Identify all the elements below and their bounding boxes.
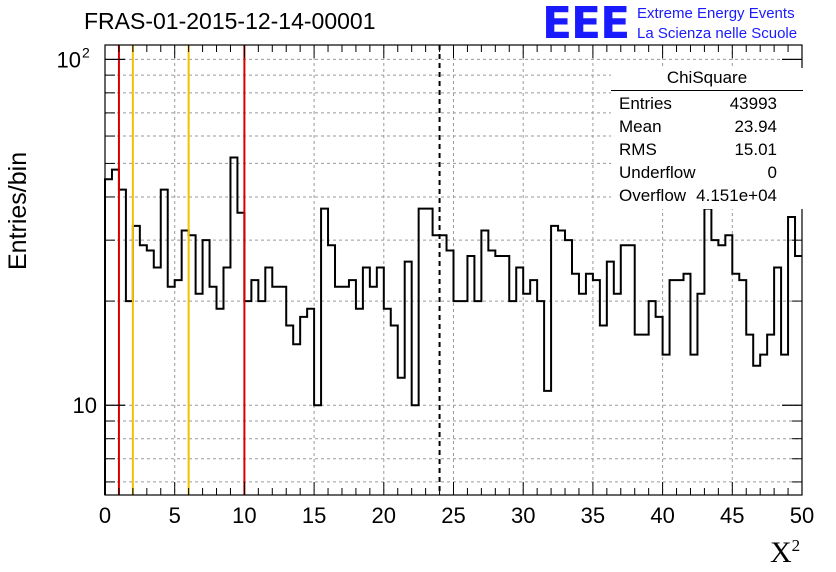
x-tick-label: 45 [720,503,744,528]
stats-value: 23.94 [734,117,777,136]
stats-value: 43993 [729,94,777,113]
x-axis-label-sup: 2 [791,536,801,555]
histogram-line [104,156,802,495]
x-tick-label: 30 [511,503,535,528]
x-tick-label: 35 [581,503,605,528]
x-tick-label: 10 [232,503,256,528]
x-tick-label: 15 [302,503,326,528]
logo-line-1: Extreme Energy Events [637,5,795,22]
stats-label: Entries [619,94,672,113]
y-tick-label: 10 [57,47,81,72]
stats-box-name: ChiSquare [666,68,748,87]
y-tick-label-sup: 2 [82,44,90,60]
histogram-series [104,156,802,495]
x-axis-label: X2 [770,536,800,570]
stats-box-rule [611,90,803,91]
eee-logo: EEE [542,0,630,49]
stats-value: 15.01 [734,140,777,159]
stats-label: Overflow [619,186,687,205]
stats-label: Underflow [619,163,696,182]
x-tick-label: 25 [441,503,465,528]
y-axis-label: Entries/bin [4,151,32,270]
stats-label: RMS [619,140,657,159]
stats-value: 4.151e+04 [696,186,777,205]
x-tick-label: 0 [99,503,111,528]
chart-title: FRAS-01-2015-12-14-00001 [84,8,376,34]
stats-value: 0 [767,163,777,182]
cut-lines [117,45,441,495]
y-tick-label: 10 [73,393,97,418]
logo-line-2: La Scienza nelle Scuole [637,25,798,42]
stats-label: Mean [619,117,662,136]
x-tick-label: 20 [372,503,396,528]
x-tick-label: 5 [169,503,181,528]
x-tick-label: 40 [650,503,674,528]
x-tick-label: 50 [790,503,814,528]
stats-box: ChiSquare Entries 43993 Mean 23.94 RMS 1… [611,68,803,209]
x-axis-label-text: X [770,536,792,569]
